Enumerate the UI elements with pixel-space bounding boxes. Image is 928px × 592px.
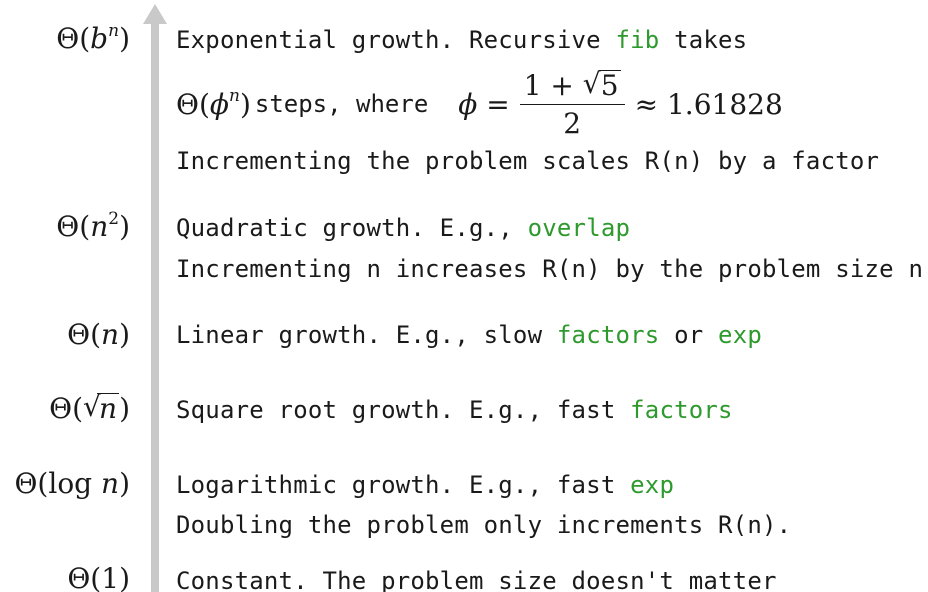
constant-description: Constant. The problem size doesn't matte…: [176, 567, 777, 592]
code-factors-fast: factors: [630, 396, 733, 424]
order-label-quadratic: Θ(n2): [56, 208, 130, 243]
linear-description: Linear growth. E.g., slow factors or exp: [176, 321, 762, 349]
code-overlap: overlap: [527, 214, 631, 242]
theta-phi-n: Θ(ϕn): [176, 86, 251, 121]
code-exp: exp: [718, 321, 762, 349]
code-fib: fib: [615, 26, 660, 54]
phi-approx-value: ≈ 1.61828: [634, 87, 783, 121]
sqrt-description: Square root growth. E.g., fast factors: [176, 396, 733, 424]
exponential-description: Exponential growth. Recursive fib takes: [176, 26, 748, 54]
phi-lhs: ϕ =: [458, 87, 510, 121]
golden-ratio-fraction: 1 + 5 2: [519, 67, 625, 140]
phi-formula: Θ(ϕn) steps, where ϕ = 1 + 5 2 ≈ 1.61828: [176, 64, 783, 144]
order-label-sqrt: Θ(n): [49, 390, 130, 425]
quadratic-description: Quadratic growth. E.g., overlap: [176, 214, 631, 242]
order-label-log: Θ(log n): [14, 467, 130, 500]
exponential-scaling-note: Incrementing the problem scales R(n) by …: [176, 147, 880, 175]
code-factors: factors: [556, 321, 660, 349]
log-scaling-note: Doubling the problem only increments R(n…: [176, 511, 792, 539]
quadratic-scaling-note: Incrementing n increases R(n) by the pro…: [176, 255, 924, 283]
steps-text: steps, where: [254, 90, 429, 118]
order-label-constant: Θ(1): [67, 562, 130, 592]
code-exp-fast: exp: [630, 471, 675, 499]
order-label-exponential: Θ(bn): [56, 20, 130, 55]
growth-axis: [151, 14, 159, 592]
log-description: Logarithmic growth. E.g., fast exp: [176, 471, 675, 499]
order-label-linear: Θ(n): [67, 318, 130, 351]
